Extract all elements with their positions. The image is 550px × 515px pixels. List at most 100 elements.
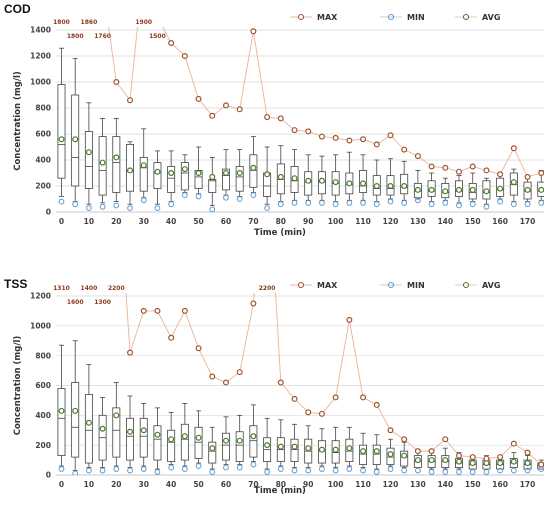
marker-avg [113,412,120,419]
y-tick-label: 0 [46,208,51,217]
y-tick-label: 1000 [30,78,51,87]
marker-min [99,467,106,474]
marker-min [387,466,394,472]
box [359,444,368,465]
marker-min [181,466,188,472]
marker-avg [318,177,325,184]
marker-min [195,193,202,200]
marker-avg [373,183,380,190]
marker-max [250,28,257,35]
marker-min [291,200,298,206]
marker-avg [291,175,298,182]
marker-max [168,334,175,341]
marker-avg [510,458,517,465]
marker-min [469,469,476,475]
x-tick-label: 150 [465,217,481,226]
x-tick-label: 120 [383,480,399,489]
box [180,162,189,191]
marker-avg [510,179,517,186]
x-tick-label: 80 [276,217,286,226]
marker-avg [264,442,271,449]
marker-min [387,198,394,205]
marker-max [277,379,284,386]
y-tick-label: 400 [35,156,51,165]
marker-avg [99,159,106,166]
marker-min [332,467,339,474]
marker-max [510,145,517,152]
marker-avg [428,186,435,193]
marker-avg [113,154,120,161]
marker-avg [72,407,79,414]
box [167,429,176,462]
marker-avg [456,458,463,465]
marker-max [442,436,449,443]
marker-min [85,467,92,474]
marker-avg [346,180,353,187]
marker-avg [414,457,421,464]
y-tick-label: 1000 [30,322,51,331]
marker-avg [236,170,243,177]
box [235,431,244,462]
x-tick-label: 0 [59,480,64,489]
marker-max [195,345,202,352]
legend-label-max: MAX [317,281,338,290]
marker-max [277,115,284,122]
x-tick-label: 20 [111,217,121,226]
box [84,394,93,464]
box [112,136,121,193]
box [112,407,121,458]
legend-marker-min [387,13,395,21]
legend-label-avg: AVG [482,13,500,22]
x-tick-label: 110 [355,217,371,226]
marker-max [428,448,435,455]
x-tick-label: 50 [193,217,203,226]
box [126,417,134,461]
marker-min [209,469,216,475]
marker-min [360,467,366,474]
marker-avg [305,177,312,184]
marker-max [332,394,339,401]
marker-avg [346,445,353,452]
marker-avg [140,427,147,434]
marker-avg [140,162,147,169]
marker-avg [250,433,257,440]
x-tick-label: 100 [328,480,344,489]
y-tick-label: 0 [46,471,51,480]
marker-avg [414,186,421,193]
marker-max [264,114,271,121]
box [71,382,80,458]
marker-min [223,194,229,201]
legend-marker-max [297,281,305,289]
marker-avg [497,185,504,192]
box [57,388,66,457]
y-tick-label: 1200 [30,292,51,301]
marker-min [414,467,421,474]
x-tick-label: 160 [492,217,508,226]
marker-min [510,201,517,208]
marker-max [250,300,257,307]
marker-max [360,136,367,143]
marker-avg [456,186,463,193]
x-tick-label: 10 [84,480,94,489]
marker-avg [332,179,339,186]
chart-title: COD [4,2,31,16]
marker-max [414,448,421,455]
data-label-max: 1800 [67,33,84,40]
box [167,166,176,193]
x-tick-label: 150 [465,480,481,489]
marker-max [222,379,229,386]
marker-max [305,409,312,416]
marker-min [497,198,504,205]
x-tick-label: 90 [303,480,313,489]
marker-avg [373,448,380,455]
marker-min [154,205,161,212]
marker-min [140,466,147,472]
marker-max [510,440,517,447]
marker-avg [195,170,202,177]
x-tick-label: 170 [520,217,536,226]
marker-min [456,202,462,209]
marker-avg [401,183,408,190]
marker-avg [497,460,504,467]
y-tick-label: 200 [35,182,51,191]
